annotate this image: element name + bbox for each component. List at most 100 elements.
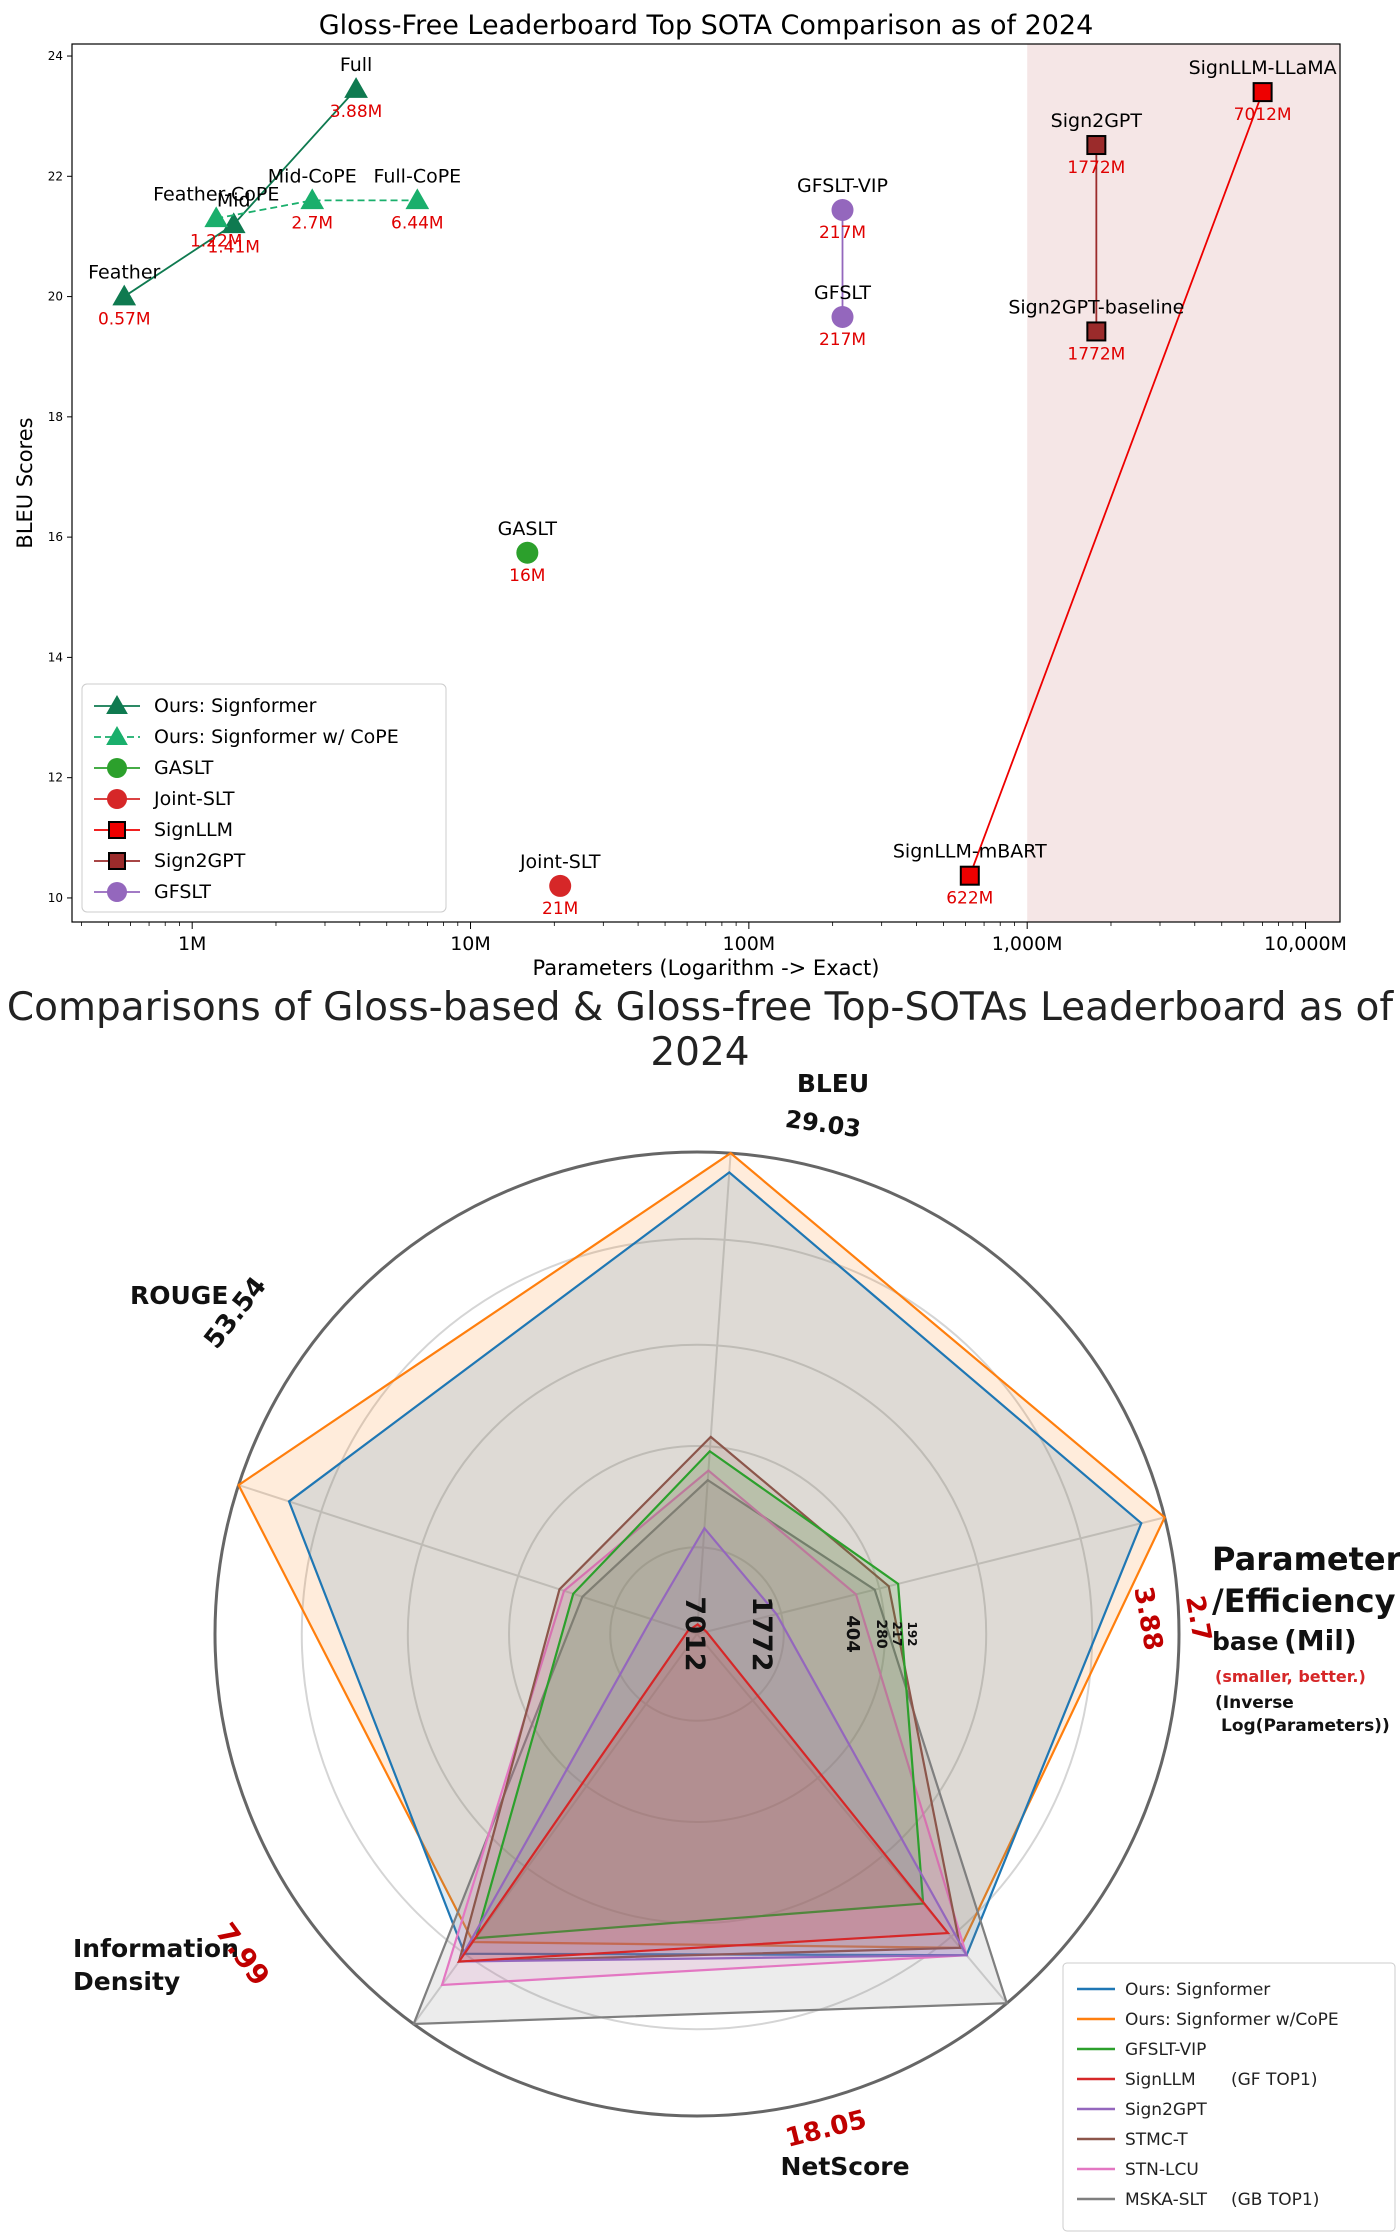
radar-legend-entry: STMC-T bbox=[1125, 2130, 1188, 2150]
series-2: GASLT 16M bbox=[498, 518, 558, 586]
point-params-label: 7012M bbox=[1234, 105, 1292, 125]
radar-grid-circle bbox=[406, 1343, 988, 1925]
x-tick-label: 100M bbox=[723, 933, 776, 955]
x-tick-label: 10,000M bbox=[1264, 933, 1347, 955]
radar-legend-entry: Ours: Signformer bbox=[1125, 1980, 1270, 2000]
series-1: Feather-CoPE 1.22M Mid-CoPE 2.7M Full-CoPE 6.… bbox=[153, 165, 461, 251]
legend-entry: Joint-SLT bbox=[153, 788, 235, 810]
x-axis-label: Parameters (Logarithm -> Exact) bbox=[533, 956, 880, 980]
data-point bbox=[221, 212, 246, 234]
radar-grid-circle bbox=[508, 1445, 886, 1823]
legend-entry: GFSLT bbox=[154, 881, 211, 903]
x-tick-label: 1M bbox=[178, 933, 206, 955]
point-label: Mid-CoPE bbox=[268, 165, 357, 187]
point-label: Sign2GPT bbox=[1051, 110, 1143, 132]
radar-legend-entry: SignLLM bbox=[1125, 2070, 1196, 2090]
series-6: GFSLT 217M GFSLT-VIP 217M bbox=[797, 175, 888, 350]
data-point bbox=[831, 306, 854, 329]
radar-series-2 bbox=[474, 1449, 925, 1940]
axis-second-param: 3.88 bbox=[1128, 1584, 1169, 1652]
radar-spoke bbox=[696, 1153, 732, 1635]
legend-marker bbox=[107, 789, 127, 809]
point-params-label: 21M bbox=[542, 899, 578, 919]
axis-label-param-line2: /Efficiency bbox=[1212, 1582, 1396, 1620]
axis-note-inverse-line1: (Inverse bbox=[1215, 1693, 1294, 1713]
point-params-label: 1.41M bbox=[207, 237, 260, 257]
point-label: Full bbox=[340, 54, 373, 76]
legend-marker bbox=[107, 758, 127, 778]
axis-max-bleu: 29.03 bbox=[784, 1105, 863, 1143]
point-params-label: 1772M bbox=[1067, 158, 1125, 178]
radar-series-7 bbox=[412, 1478, 1009, 2026]
y-tick-label: 20 bbox=[48, 290, 63, 304]
point-params-label: 3.88M bbox=[330, 102, 383, 122]
radar-legend-extra: (GF TOP1) bbox=[1231, 2070, 1317, 2090]
y-tick-label: 12 bbox=[48, 771, 63, 785]
radar-chart: BLEU 29.03 Parameter/Efficiency base (Mil) (s… bbox=[73, 1069, 1400, 2232]
y-tick-label: 18 bbox=[48, 410, 63, 424]
axis-label-infodensity-line2: Density bbox=[73, 1967, 180, 1996]
y-tick-label: 14 bbox=[48, 650, 63, 664]
radar-spoke bbox=[238, 1484, 698, 1635]
axis-label-netscore: NetScore bbox=[780, 2152, 909, 2181]
point-params-label: 217M bbox=[819, 223, 866, 243]
radar-legend-entry: Sign2GPT bbox=[1125, 2100, 1207, 2120]
point-label: GFSLT-VIP bbox=[797, 175, 888, 197]
data-point bbox=[344, 77, 368, 98]
point-params-label: 1772M bbox=[1067, 344, 1125, 364]
radar-series-5 bbox=[457, 1435, 962, 1963]
point-params-label: 2.7M bbox=[291, 213, 333, 233]
y-tick-label: 22 bbox=[48, 169, 63, 183]
data-point bbox=[1086, 321, 1107, 342]
param-inner-label: 1772 bbox=[746, 1596, 777, 1671]
highlight-region bbox=[1027, 44, 1340, 922]
data-point bbox=[204, 206, 229, 228]
param-inner-label: 280 bbox=[873, 1619, 889, 1648]
point-params-label: 217M bbox=[819, 330, 866, 350]
axis-label-bleu: BLEU bbox=[797, 1069, 869, 1098]
scatter-legend: Ours: Signformer Ours: Signformer w/ CoPE… bbox=[81, 683, 447, 913]
point-label: Feather bbox=[88, 262, 160, 284]
axis-note-inverse-line2: Log(Parameters)) bbox=[1221, 1716, 1390, 1736]
axis-note-smaller-better: (smaller, better.) bbox=[1215, 1667, 1366, 1686]
point-label: Sign2GPT-baseline bbox=[1008, 296, 1184, 318]
axis-label-param-base: base bbox=[1212, 1627, 1279, 1656]
legend-entry: GASLT bbox=[154, 757, 214, 779]
radar-series-1 bbox=[237, 1151, 1167, 1949]
point-label: Feather-CoPE bbox=[153, 183, 279, 205]
data-point bbox=[112, 284, 137, 306]
data-point bbox=[831, 198, 854, 221]
y-tick-label: 24 bbox=[48, 49, 63, 63]
point-params-label: 1.22M bbox=[190, 231, 243, 251]
data-point bbox=[549, 874, 572, 897]
point-params-label: 622M bbox=[946, 889, 993, 909]
point-params-label: 0.57M bbox=[98, 310, 151, 330]
y-tick-label: 10 bbox=[48, 891, 63, 905]
series-line bbox=[216, 199, 418, 220]
series-4: SignLLM-mBART 622M SignLLM-LLaMA 7012M bbox=[893, 57, 1337, 909]
axis-label-infodensity-line1: Information bbox=[73, 1934, 239, 1963]
point-label: SignLLM-mBART bbox=[893, 841, 1047, 863]
radar-outer-circle bbox=[213, 1150, 1181, 2118]
radar-series-3 bbox=[456, 1623, 951, 1963]
axis-label-param-unit: (Mil) bbox=[1284, 1624, 1357, 1657]
x-tick-label: 10M bbox=[450, 933, 491, 955]
point-label: Full-CoPE bbox=[373, 165, 461, 187]
radar-spoke bbox=[696, 1516, 1165, 1635]
radar-grid-circle bbox=[300, 1237, 1094, 2031]
radar-legend-box bbox=[1062, 1962, 1396, 2232]
scatter-chart: 10 12 14 16 18 20 22 24 1M 10M 100M 1,000M 10,000M Gl… bbox=[13, 10, 1347, 980]
y-tick-label: 16 bbox=[48, 530, 63, 544]
radar-legend: Ours: Signformer Ours: Signformer w/CoPE G… bbox=[1062, 1962, 1396, 2232]
radar-legend-entry: STN-LCU bbox=[1125, 2160, 1199, 2180]
legend-marker bbox=[107, 882, 127, 902]
scatter-title: Gloss-Free Leaderboard Top SOTA Comparis… bbox=[319, 10, 1094, 41]
radar-legend-entry: Ours: Signformer w/CoPE bbox=[1125, 2010, 1339, 2030]
legend-entry: SignLLM bbox=[154, 819, 233, 841]
param-inner-label: 404 bbox=[842, 1615, 863, 1653]
radar-legend-extra: (GB TOP1) bbox=[1231, 2190, 1319, 2210]
radar-series-6 bbox=[440, 1469, 969, 1987]
legend-marker bbox=[106, 725, 128, 745]
legend-marker bbox=[108, 821, 126, 839]
radar-legend-entry: MSKA-SLT bbox=[1125, 2190, 1208, 2210]
